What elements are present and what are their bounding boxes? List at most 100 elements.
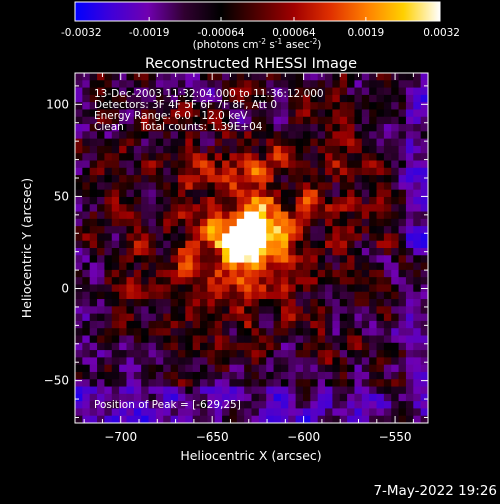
heatmap-cell xyxy=(200,211,208,220)
heatmap-cell xyxy=(295,189,304,198)
heatmap-cell xyxy=(82,226,91,235)
heatmap-cell xyxy=(332,299,341,307)
heatmap-cell xyxy=(398,350,407,358)
heatmap-cell xyxy=(200,291,208,300)
heatmap-cell xyxy=(310,248,319,256)
heatmap-cell xyxy=(266,408,275,417)
heatmap-cell xyxy=(126,131,135,140)
heatmap-cell xyxy=(295,196,304,205)
heatmap-cell xyxy=(251,160,260,169)
heatmap-cell xyxy=(75,160,83,169)
heatmap-cell xyxy=(376,153,385,162)
heatmap-cell xyxy=(361,408,370,417)
heatmap-cell xyxy=(148,371,157,380)
heatmap-cell xyxy=(192,145,201,154)
heatmap-cell xyxy=(104,364,113,373)
heatmap-cell xyxy=(229,160,238,169)
heatmap-cell xyxy=(339,233,348,242)
heatmap-cell xyxy=(339,313,348,322)
heatmap-cell xyxy=(383,73,392,81)
heatmap-cell xyxy=(332,277,341,286)
heatmap-cell xyxy=(89,415,98,423)
heatmap-cell xyxy=(339,196,348,205)
heatmap-cell xyxy=(376,80,385,89)
heatmap-cell xyxy=(177,124,186,132)
heatmap-cell xyxy=(97,415,106,423)
heatmap-cell xyxy=(89,277,98,286)
heatmap-cell xyxy=(236,211,245,220)
heatmap-cell xyxy=(192,342,201,351)
heatmap-cell xyxy=(383,226,392,235)
heatmap-cell xyxy=(126,211,135,220)
heatmap-cell xyxy=(266,379,275,388)
heatmap-cell xyxy=(177,167,186,176)
heatmap-cell xyxy=(383,284,392,293)
heatmap-cell xyxy=(347,350,356,358)
heatmap-cell xyxy=(413,393,422,402)
heatmap-cell xyxy=(214,240,223,249)
x-tick-label: −550 xyxy=(379,430,412,444)
heatmap-cell xyxy=(354,371,363,380)
heatmap-cell xyxy=(325,313,333,322)
heatmap-cell xyxy=(236,87,245,96)
heatmap-cell xyxy=(244,160,253,169)
heatmap-cell xyxy=(369,80,378,89)
heatmap-cell xyxy=(89,262,98,271)
heatmap-cell xyxy=(295,335,304,344)
heatmap-cell xyxy=(185,153,194,162)
heatmap-cell xyxy=(376,116,385,125)
heatmap-cell xyxy=(192,299,201,307)
heatmap-cell xyxy=(244,240,253,249)
heatmap-cell xyxy=(310,175,319,183)
heatmap-cell xyxy=(405,248,414,256)
heatmap-cell xyxy=(332,80,341,89)
heatmap-cell xyxy=(104,320,113,329)
heatmap-cell xyxy=(141,357,150,366)
heatmap-cell xyxy=(185,371,194,380)
heatmap-cell xyxy=(369,335,378,344)
heatmap-cell xyxy=(97,255,106,264)
heatmap-cell xyxy=(413,189,422,198)
heatmap-cell xyxy=(251,415,260,423)
heatmap-cell xyxy=(302,284,311,293)
heatmap-cell xyxy=(376,415,385,423)
heatmap-cell xyxy=(89,226,98,235)
heatmap-cell xyxy=(229,80,238,89)
heatmap-cell xyxy=(369,218,378,227)
heatmap-cell xyxy=(280,299,289,307)
heatmap-cell xyxy=(104,262,113,271)
heatmap-cell xyxy=(75,80,83,89)
heatmap-cell xyxy=(236,379,245,388)
heatmap-cell xyxy=(347,364,356,373)
heatmap-cell xyxy=(391,102,400,111)
heatmap-cell xyxy=(97,306,106,315)
heatmap-cell xyxy=(104,182,113,191)
heatmap-cell xyxy=(75,167,83,176)
heatmap-cell xyxy=(332,328,341,337)
heatmap-cell xyxy=(369,364,378,373)
heatmap-cell xyxy=(413,175,422,183)
heatmap-cell xyxy=(354,153,363,162)
heatmap-cell xyxy=(369,371,378,380)
heatmap-cell xyxy=(148,320,157,329)
heatmap-cell xyxy=(177,328,186,337)
heatmap-cell xyxy=(207,320,216,329)
heatmap-cell xyxy=(82,371,91,380)
heatmap-cell xyxy=(133,248,142,256)
heatmap-cell xyxy=(155,182,164,191)
heatmap-cell xyxy=(229,189,238,198)
heatmap-cell xyxy=(163,313,172,322)
heatmap-cell xyxy=(126,299,135,307)
heatmap-cell xyxy=(111,335,120,344)
heatmap-cell xyxy=(222,415,231,423)
heatmap-cell xyxy=(332,109,341,118)
heatmap-cell xyxy=(302,145,311,154)
heatmap-cell xyxy=(222,306,231,315)
heatmap-cell xyxy=(141,335,150,344)
heatmap-cell xyxy=(339,401,348,410)
heatmap-cell xyxy=(280,109,289,118)
heatmap-cell xyxy=(229,386,238,395)
heatmap-cell xyxy=(251,379,260,388)
heatmap-cell xyxy=(332,218,341,227)
